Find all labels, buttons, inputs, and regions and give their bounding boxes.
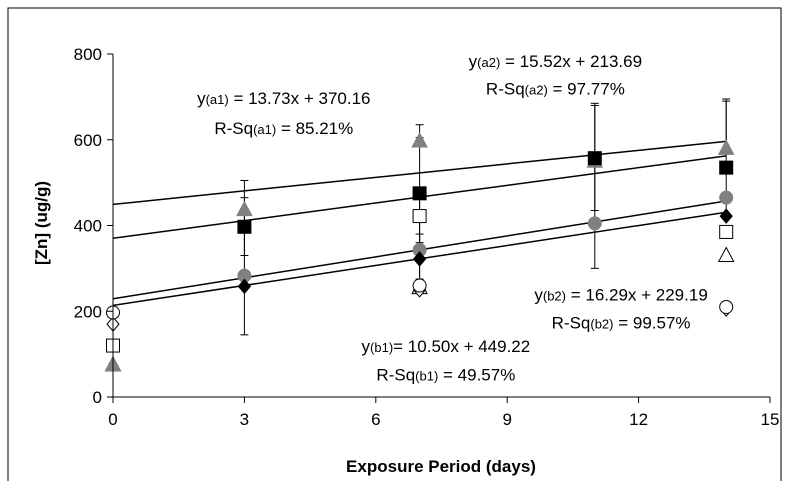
- data-point-circle: [719, 190, 734, 205]
- equation-subscript: (b1): [370, 340, 393, 355]
- equation-segment: = 49.57%: [438, 366, 515, 385]
- data-point-square: [412, 209, 427, 224]
- equation-segment: R-Sq: [552, 313, 591, 332]
- equation-text: R-Sq(b1) = 49.57%: [376, 366, 515, 385]
- data-point-square: [719, 160, 734, 175]
- equation-subscript: (a2): [477, 55, 500, 70]
- equation-segment: y: [197, 89, 206, 108]
- equation-segment: = 10.50x + 449.22: [393, 337, 530, 356]
- x-tick-label: 12: [629, 410, 648, 429]
- chart-border: [7, 7, 782, 481]
- data-point-diamond: [719, 208, 733, 224]
- equation-segment: = 15.52x + 213.69: [500, 52, 642, 71]
- data-point-square: [412, 186, 427, 201]
- data-point-square: [719, 224, 734, 239]
- equation-text: y(a1) = 13.73x + 370.16: [197, 89, 370, 108]
- equation-text: y(b1)= 10.50x + 449.22: [362, 337, 531, 356]
- data-point-circle: [719, 299, 734, 314]
- data-point-triangle: [717, 139, 735, 155]
- equation-segment: = 99.57%: [613, 313, 690, 332]
- equation-segment: = 85.21%: [276, 119, 353, 138]
- y-tick-label: 600: [74, 131, 102, 150]
- error-bar: [590, 158, 599, 269]
- y-tick-label: 200: [74, 302, 102, 321]
- y-tick-label: 800: [74, 45, 102, 64]
- equation-segment: = 16.29x + 229.19: [566, 286, 708, 305]
- x-tick-label: 3: [240, 410, 249, 429]
- equation-segment: R-Sq: [214, 119, 253, 138]
- equation-subscript: (b2): [543, 289, 566, 304]
- x-axis-title: Exposure Period (days): [346, 457, 536, 476]
- equation-text: y(b2) = 16.29x + 229.19: [534, 286, 707, 305]
- data-point-circle: [587, 216, 602, 231]
- equation-subscript: (b2): [590, 316, 613, 331]
- data-point-triangle: [236, 200, 253, 217]
- equation-segment: = 97.77%: [548, 80, 625, 99]
- data-point-triangle: [411, 131, 428, 148]
- y-tick-label: 0: [93, 388, 102, 407]
- data-point-square: [587, 151, 602, 166]
- equation-segment: y: [362, 337, 371, 356]
- y-axis-title: [Zn] (ug/g): [32, 181, 51, 265]
- x-tick-label: 15: [761, 410, 780, 429]
- annotations: y(a1) = 13.73x + 370.16R-Sq(a1) = 85.21%…: [197, 52, 708, 385]
- equation-subscript: (a1): [206, 92, 229, 107]
- x-tick-label: 6: [371, 410, 380, 429]
- equation-subscript: (b1): [415, 369, 438, 384]
- equation-text: R-Sq(a1) = 85.21%: [214, 119, 353, 138]
- equation-segment: R-Sq: [376, 366, 415, 385]
- equation-subscript: (a1): [253, 122, 276, 137]
- data-point-triangle: [717, 246, 735, 263]
- x-tick-label: 0: [108, 410, 117, 429]
- data-point-diamond: [412, 251, 427, 267]
- data-point-circle: [412, 278, 427, 293]
- equation-subscript: (a2): [525, 83, 548, 98]
- equation-segment: y: [534, 286, 543, 305]
- axes: 0 3 6 9 12 15 0 200 400 600 800: [74, 45, 780, 429]
- x-tick-label: 9: [502, 410, 511, 429]
- equation-segment: y: [469, 52, 478, 71]
- y-tick-label: 400: [74, 217, 102, 236]
- data-point-square: [237, 219, 252, 234]
- equation-text: R-Sq(b2) = 99.57%: [552, 313, 691, 332]
- equation-segment: R-Sq: [486, 80, 525, 99]
- equation-segment: = 13.73x + 370.16: [229, 89, 371, 108]
- equation-text: y(a2) = 15.52x + 213.69: [469, 52, 642, 71]
- equation-text: R-Sq(a2) = 97.77%: [486, 80, 625, 99]
- plot-area: [7, 7, 782, 481]
- data-point-diamond: [237, 278, 252, 295]
